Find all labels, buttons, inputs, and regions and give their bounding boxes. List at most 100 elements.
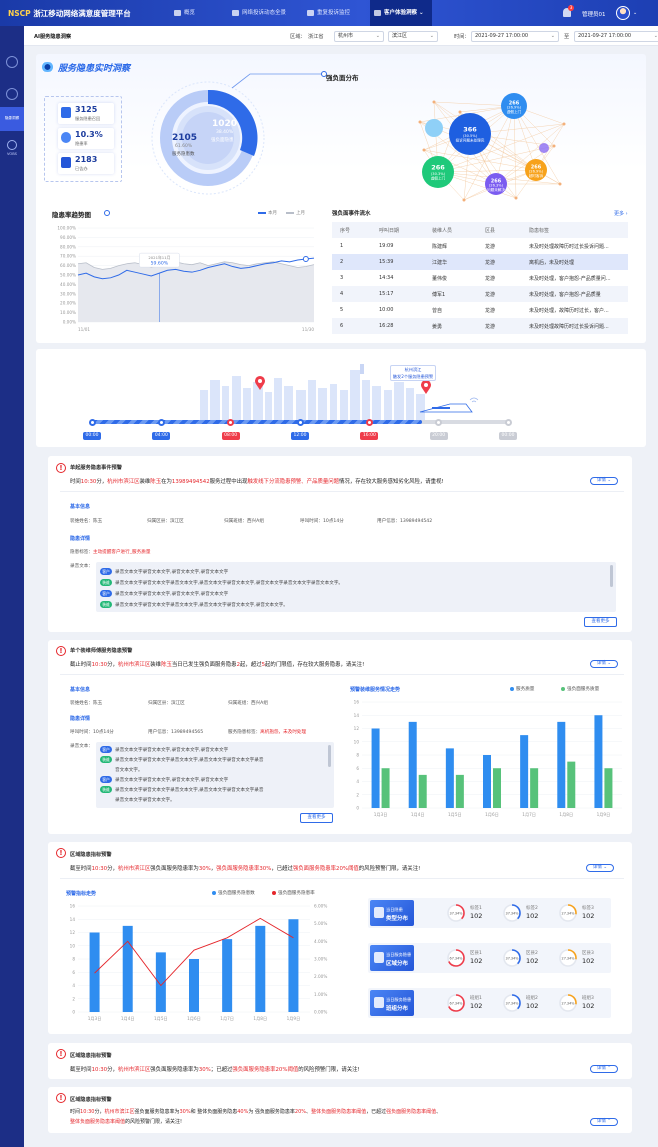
avatar[interactable] [616, 6, 630, 20]
district-select[interactable]: 滨江区 ⌄ [388, 31, 438, 42]
chevron-down-icon[interactable]: ⌄ [633, 10, 638, 16]
ring-pct: 67.34% [450, 1002, 464, 1006]
bar-service[interactable] [371, 728, 380, 809]
nav-complaint-panorama[interactable]: 网络投诉动态全景 [228, 0, 286, 26]
settings-icon[interactable] [7, 140, 17, 150]
table-row[interactable]: 2 15:39 江建华 龙游 离机后，未及时处理 [332, 254, 628, 270]
timeline-point[interactable] [365, 418, 373, 426]
building [394, 382, 404, 420]
detail-toggle-button[interactable]: 详情 ⌃ [590, 1118, 618, 1126]
bar-service[interactable] [520, 735, 529, 808]
bar-service[interactable] [408, 721, 417, 808]
time-separator: 至 [564, 34, 570, 40]
y-tick-label: 2 [72, 996, 75, 1001]
ring-gauge: 27.34% [559, 949, 577, 967]
transcript-line: 录音文本文字录音文本文字录音文本文字,录音文本文字录音文本文字,录音文本文字录音… [115, 581, 344, 586]
bubble-link [437, 169, 537, 173]
table-row[interactable]: 3 14:34 董伟俊 龙游 未及时处理，客户抱怨-产品质量问... [332, 270, 628, 286]
radar-icon[interactable] [6, 56, 18, 68]
time-label: 时间： [454, 34, 470, 40]
bubble-value: 266 [531, 164, 542, 170]
timeline-point[interactable] [296, 418, 304, 426]
nav-customer-experience[interactable]: 客户体验洞察 ⌄ [370, 0, 432, 26]
timeline-point[interactable] [504, 418, 512, 426]
detail-toggle-button[interactable]: 详情 ⌄ [590, 660, 618, 668]
timeline-point[interactable] [435, 418, 443, 426]
bar-negative[interactable] [418, 774, 427, 808]
city-select[interactable]: 杭州市 ⌄ [334, 31, 384, 42]
events-more-link[interactable]: 更多 › [614, 211, 628, 217]
bubble[interactable] [422, 156, 454, 188]
alert-message: 截至时间10:30分，杭州市滨江区强负面服务隐患率为30%；已超过强负面服务隐患… [70, 1067, 360, 1073]
timeline-point[interactable] [227, 418, 235, 426]
detail-toggle-button[interactable]: 详情 ⌄ [586, 864, 614, 872]
scrollbar[interactable] [328, 745, 331, 767]
table-row[interactable]: 5 10:00 曾自 龙游 未及时处理，故障历时过长，客户... [332, 302, 628, 318]
bubble[interactable] [485, 173, 507, 195]
bar-count[interactable] [189, 959, 199, 1012]
detail-toggle-button[interactable]: 详情 ⌃ [590, 1065, 618, 1073]
bar-count[interactable] [89, 932, 100, 1013]
basic-info-heading: 基本信息 [70, 687, 91, 693]
bar-service[interactable] [445, 748, 454, 808]
voice-transcript-box[interactable] [96, 742, 334, 808]
building [372, 386, 381, 420]
table-cell: 董伟俊 [432, 276, 448, 282]
bar-negative[interactable] [604, 768, 613, 808]
transcript-line: 录音文本文字录音文本文字,录音文本文字,录音文本文字 [115, 748, 229, 753]
trend-tooltip [139, 252, 180, 268]
bubble[interactable] [525, 159, 547, 181]
ring-name: 班组3 [582, 996, 594, 1001]
bar-service[interactable] [483, 755, 491, 808]
start-time-picker[interactable]: 2021-09-27 17:00:00 ⌄ [471, 31, 559, 42]
table-row[interactable]: 1 19:09 陈建辉 龙游 未及时处理故障历时过长投诉问题... [332, 238, 628, 254]
view-more-button[interactable]: 查看更多 [584, 617, 617, 627]
view-more-button[interactable]: 查看更多 [300, 813, 333, 823]
target-icon[interactable] [6, 88, 18, 100]
bar-count[interactable] [255, 925, 266, 1012]
bar-negative[interactable] [493, 768, 501, 808]
table-row[interactable]: 4 15:17 傅军1 龙游 未及时处理，客户抱怨-产品质量 [332, 286, 628, 302]
user-name[interactable]: 管理员01 [582, 12, 606, 18]
building [296, 390, 306, 420]
scrollbar[interactable] [610, 565, 613, 587]
bar-service[interactable] [594, 715, 603, 808]
bar-count[interactable] [288, 919, 299, 1012]
bar-service[interactable] [557, 721, 566, 808]
end-time-picker[interactable]: 2021-09-27 17:00:00 ⌄ [574, 31, 658, 42]
table-cell: 姜勇 [432, 324, 443, 330]
bubble[interactable] [501, 93, 527, 119]
building [210, 380, 220, 420]
nav-overview[interactable]: 概览 [170, 0, 195, 26]
ring-fill [447, 994, 465, 1012]
table-cell: 未及时处理，客户抱怨-产品质量问... [529, 276, 611, 282]
bar-count[interactable] [155, 952, 166, 1012]
bell-icon[interactable] [563, 8, 571, 17]
bar-negative[interactable] [381, 768, 390, 808]
bar-count[interactable] [222, 939, 233, 1012]
bar-negative[interactable] [567, 761, 576, 808]
table-cell: 曾自 [432, 308, 443, 314]
legend-last-month: 上月 [296, 211, 305, 216]
distribution-label-line2: 类型分布 [386, 916, 409, 922]
table-cell: 龙游 [485, 308, 496, 314]
shield-icon [232, 10, 239, 16]
bar-negative[interactable] [455, 774, 464, 808]
sidebar-item-insight[interactable]: 隐患洞察 [0, 107, 24, 131]
bubble-link [437, 123, 565, 173]
building [330, 384, 337, 420]
bar-count[interactable] [122, 925, 133, 1012]
bubble[interactable] [449, 113, 491, 155]
highlight-point[interactable] [302, 256, 309, 263]
bar-negative[interactable] [530, 768, 539, 808]
table-row[interactable]: 6 16:28 姜勇 龙游 未及时处理故障历时过长投诉问题... [332, 318, 628, 334]
voice-transcript-box[interactable] [96, 562, 616, 612]
chart-icon [374, 907, 384, 918]
transcript-line: 录音文本文字录音文本文字,录音文本文字,录音文本文字 [115, 778, 229, 783]
timeline-point[interactable] [88, 418, 96, 426]
distribution-label: 当日服务隐患 班组分布 [370, 990, 414, 1016]
timeline-point[interactable] [157, 418, 165, 426]
table-cell: 江建华 [432, 260, 448, 266]
detail-toggle-button[interactable]: 详情 ⌄ [590, 477, 618, 485]
nav-repeat-complaint[interactable]: 重复投诉监控 [303, 0, 350, 26]
